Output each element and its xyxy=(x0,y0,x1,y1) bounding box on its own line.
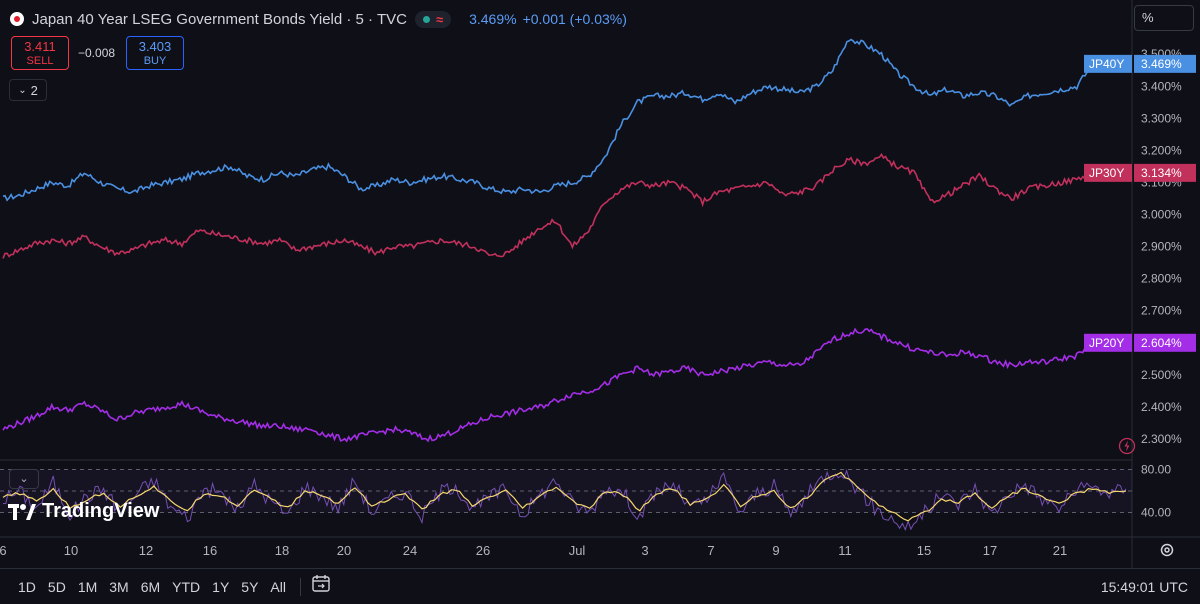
range-all[interactable]: All xyxy=(270,578,286,595)
price-tick-label: 2.700% xyxy=(1141,304,1182,318)
price-tick-label: 2.300% xyxy=(1141,432,1182,446)
oscillator-pane xyxy=(0,468,1132,532)
series-line-jp40y xyxy=(2,38,1094,202)
time-tick-label: 17 xyxy=(983,543,997,558)
logo-text: TradingView xyxy=(42,500,160,522)
last-value-label-jp40y: JP40Y 3.469% xyxy=(1084,54,1196,73)
time-tick-label: 7 xyxy=(707,543,714,558)
range-1m[interactable]: 1M xyxy=(77,578,98,595)
indicators-toggle-button[interactable]: ⌄ 2 xyxy=(9,79,47,101)
oscillator-tick-label: 40.00 xyxy=(1141,505,1171,519)
bottom-toolbar: 1D 5D 1M 3M 6M YTD 1Y 5Y All 15:49:01 UTC xyxy=(0,568,1200,604)
time-tick-label: 10 xyxy=(64,543,78,558)
symbol-title[interactable]: Japan 40 Year LSEG Government Bonds Yiel… xyxy=(32,10,407,28)
buy-price: 3.403 xyxy=(138,39,172,54)
price-tick-label: 2.400% xyxy=(1141,400,1182,414)
date-range-list: 1D 5D 1M 3M 6M YTD 1Y 5Y All xyxy=(12,579,292,595)
series-name-tag xyxy=(1084,54,1132,73)
range-6m[interactable]: 6M xyxy=(140,578,161,595)
oscillator-axis[interactable]: 80.00 40.00 xyxy=(1141,462,1171,519)
collapse-pane-button[interactable]: ⌄ xyxy=(9,469,39,489)
delayed-data-icon: ≈ xyxy=(435,11,444,27)
price-tick-label: 3.400% xyxy=(1141,79,1182,93)
last-value-label-jp30y: JP30Y 3.134% xyxy=(1084,163,1196,182)
percent-scale-button[interactable]: % xyxy=(1134,5,1194,31)
price-tick-label: 2.500% xyxy=(1141,368,1182,382)
series-name-tag xyxy=(1084,163,1132,182)
chevron-down-icon: ⌄ xyxy=(19,473,29,485)
series-name-tag xyxy=(1084,333,1132,352)
market-open-icon xyxy=(422,15,430,23)
indicators-count: 2 xyxy=(30,82,38,98)
range-1y[interactable]: 1Y xyxy=(212,578,230,595)
tradingview-logo-icon xyxy=(8,503,36,520)
range-1d[interactable]: 1D xyxy=(18,578,36,595)
oscillator-signal-line xyxy=(2,471,1127,522)
price-tick-label: 3.000% xyxy=(1141,208,1182,222)
time-tick-label: 20 xyxy=(337,543,351,558)
japan-flag-icon xyxy=(10,12,24,26)
time-tick-label: 3 xyxy=(641,543,648,558)
range-3m[interactable]: 3M xyxy=(109,578,129,595)
time-tick-label: 11 xyxy=(838,543,852,558)
sell-label: SELL xyxy=(26,55,54,67)
sell-price: 3.411 xyxy=(24,39,56,54)
time-tick-label: 15 xyxy=(917,543,931,558)
series-name-text: JP20Y xyxy=(1089,336,1124,350)
spread-value: −0.008 xyxy=(78,46,116,60)
price-change: +0.001 (+0.03%) xyxy=(522,11,627,27)
time-tick-label: 6 xyxy=(0,543,7,558)
oscillator-band xyxy=(0,469,1132,513)
last-value-text: 2.604% xyxy=(1141,336,1182,350)
time-tick-label: 26 xyxy=(476,543,490,558)
last-value-tag xyxy=(1134,333,1196,352)
price-tick-label: 2.800% xyxy=(1141,272,1182,286)
series-line-jp20y xyxy=(2,327,1094,443)
last-value-label-jp20y: JP20Y 2.604% xyxy=(1084,333,1196,352)
last-price: 3.469% xyxy=(469,11,517,27)
time-tick-label: 24 xyxy=(403,543,417,558)
price-axis[interactable]: 3.500%3.400%3.300%3.200%3.100%3.000%2.90… xyxy=(1141,47,1182,446)
main-pane xyxy=(2,38,1094,443)
series-name-text: JP40Y xyxy=(1089,57,1124,71)
last-value-labels: JP40Y 3.469% JP30Y 3.134% JP20Y 2.604% xyxy=(1084,54,1196,352)
sell-button[interactable]: 3.411 SELL xyxy=(11,36,69,70)
oscillator-line xyxy=(2,469,1127,532)
utc-clock[interactable]: 15:49:01 UTC xyxy=(1100,578,1188,595)
buy-button[interactable]: 3.403 BUY xyxy=(126,36,184,70)
last-value-tag xyxy=(1134,54,1196,73)
chart-header: Japan 40 Year LSEG Government Bonds Yiel… xyxy=(10,8,627,30)
price-tick-label: 3.300% xyxy=(1141,111,1182,125)
last-value-text: 3.134% xyxy=(1141,166,1182,180)
time-axis[interactable]: 6 10 12 16 18 20 24 26 Jul 3 7 9 11 15 17 21 xyxy=(0,543,1067,558)
lightning-icon[interactable] xyxy=(1118,437,1136,460)
last-value-tag xyxy=(1134,163,1196,182)
price-tick-label: 2.900% xyxy=(1141,240,1182,254)
range-ytd[interactable]: YTD xyxy=(172,578,201,595)
last-value-text: 3.469% xyxy=(1141,57,1182,71)
time-tick-label: 16 xyxy=(203,543,217,558)
time-tick-label: Jul xyxy=(569,543,586,558)
time-tick-label: 9 xyxy=(772,543,779,558)
chevron-down-icon: ⌄ xyxy=(18,84,27,96)
series-line-jp30y xyxy=(2,152,1094,259)
time-tick-label: 18 xyxy=(275,543,289,558)
time-tick-label: 12 xyxy=(139,543,153,558)
series-name-text: JP30Y xyxy=(1089,166,1124,180)
range-5d[interactable]: 5D xyxy=(47,578,66,595)
market-status-pill[interactable]: ≈ xyxy=(414,10,452,28)
gear-icon[interactable] xyxy=(1158,541,1176,564)
range-5y[interactable]: 5Y xyxy=(241,578,259,595)
price-tick-label: 3.200% xyxy=(1141,143,1182,157)
oscillator-tick-label: 80.00 xyxy=(1141,462,1171,476)
chart-canvas[interactable]: 3.500%3.400%3.300%3.200%3.100%3.000%2.90… xyxy=(0,0,1200,568)
time-tick-label: 21 xyxy=(1053,543,1067,558)
divider xyxy=(299,577,301,596)
calendar-goto-icon[interactable] xyxy=(311,574,331,599)
buy-label: BUY xyxy=(143,55,167,67)
tradingview-logo: TradingView xyxy=(8,500,159,523)
